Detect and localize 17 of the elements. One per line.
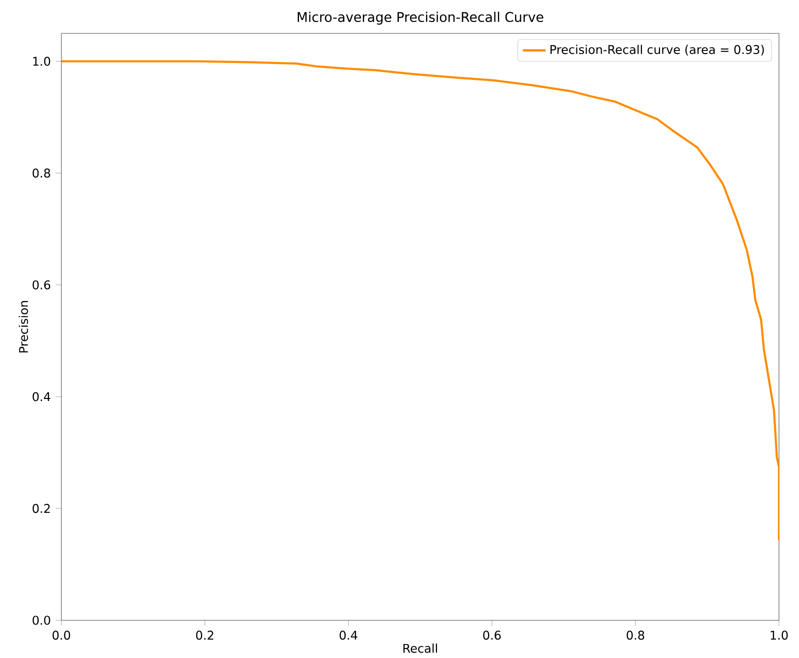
x-tick-label: 0.8: [626, 630, 644, 640]
line-series: [61, 60, 779, 542]
y-tick-label: 1.0: [33, 56, 50, 66]
y-tick-label: 0.2: [32, 504, 50, 514]
x-axis-title: Recall: [403, 644, 437, 654]
legend-label: Precision-Recall curve (area = 0.93): [550, 45, 764, 56]
x-tick-label: 0.2: [196, 630, 214, 640]
x-tick-label: 0.0: [52, 630, 70, 640]
x-tick-label: 1.0: [770, 630, 788, 640]
y-tick-label: 0.8: [32, 168, 50, 178]
y-axis-title: Precision: [18, 301, 28, 353]
y-tick-label: 0.6: [32, 280, 50, 290]
y-tick-label: 0.4: [32, 392, 50, 402]
x-tick-label: 0.6: [483, 630, 501, 640]
x-tick-label: 0.4: [340, 630, 358, 640]
chart-title: Micro-average Precision-Recall Curve: [298, 12, 544, 25]
y-tick-label: 0.0: [32, 616, 50, 625]
